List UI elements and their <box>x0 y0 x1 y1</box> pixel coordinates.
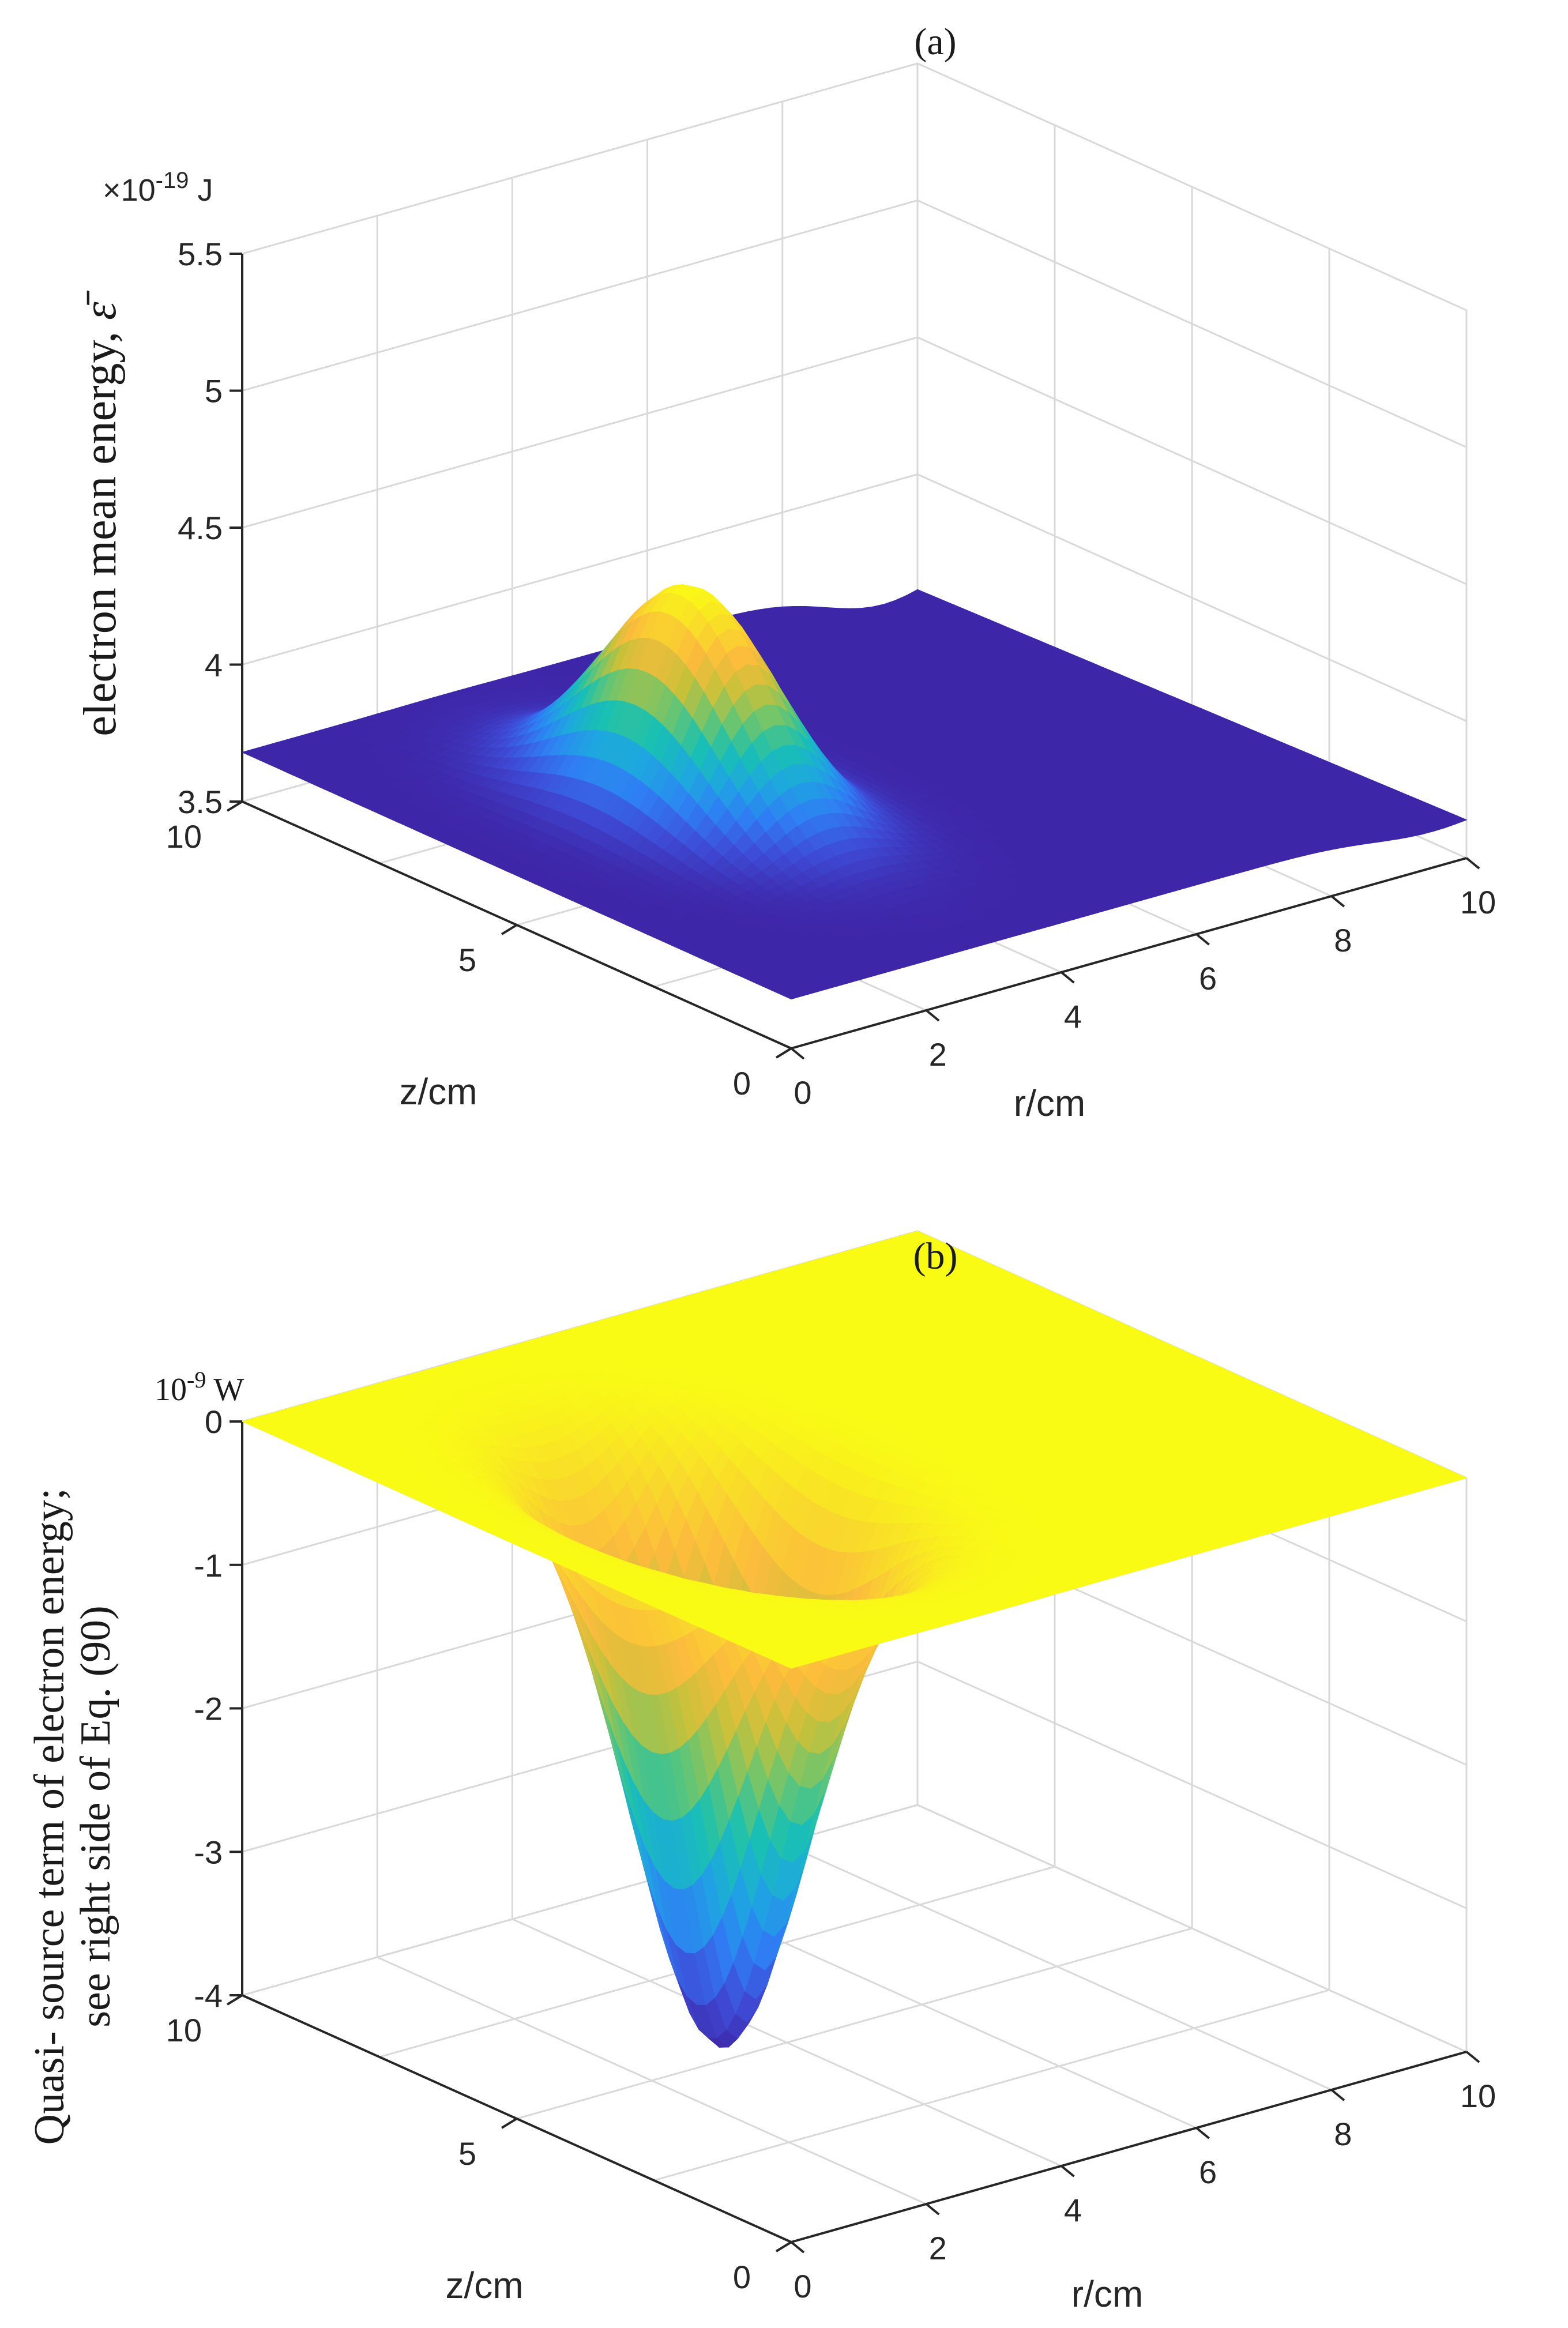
z-tick-label: 0 <box>733 1065 751 1101</box>
y-axis-label-a: z/cm <box>399 1071 477 1112</box>
z-multiplier-exp-a: -19 <box>156 168 189 193</box>
z-tick-label: 5 <box>458 942 476 978</box>
grid-line-value <box>242 1804 1467 2053</box>
floor-grid-z <box>653 1989 1330 2182</box>
z-multiplier-base-a: ×10 <box>103 173 156 208</box>
r-axis-line <box>791 2051 1467 2243</box>
surface-plot-a: 3.5 4 4.5 5 5.5 0 5 10 0 2 4 6 8 10 (a) ×10-19 J elec… <box>75 21 1496 1124</box>
r-tick <box>1195 933 1210 946</box>
value-tick-label: 5 <box>205 373 223 409</box>
r-tick <box>1465 857 1480 870</box>
grid-line-value <box>242 62 1467 311</box>
z-unit-a: J <box>189 173 213 208</box>
z-tick-label: 10 <box>166 818 202 855</box>
value-tick-label: 5.5 <box>178 236 223 272</box>
z-axis-label-main-a: electron mean energy, <box>75 332 126 736</box>
z-tick <box>501 924 518 935</box>
grid-line-value <box>242 336 1467 585</box>
r-tick-label: 0 <box>794 1074 811 1111</box>
r-tick-label: 2 <box>929 1036 947 1073</box>
grid-line-value <box>242 199 1467 448</box>
r-tick-label: 6 <box>1199 960 1217 996</box>
surface-mesh-a <box>241 584 1468 1000</box>
r-tick <box>1061 971 1075 984</box>
r-tick-label: 10 <box>1460 884 1496 920</box>
r-tick <box>925 1009 940 1022</box>
z-axis-symbol-a: ε̄ <box>75 290 126 320</box>
z-tick <box>775 1047 792 1059</box>
r-tick <box>790 1047 805 1060</box>
value-tick-label: 4 <box>205 647 223 683</box>
r-axis-line <box>791 857 1467 1050</box>
value-tick-label: 3.5 <box>178 784 223 820</box>
r-tick <box>1330 895 1345 908</box>
floor-grid-z <box>516 1927 1193 2120</box>
z-axis-label-a: electron mean energy, ε̄ <box>75 290 126 736</box>
r-tick-label: 8 <box>1334 922 1352 958</box>
z-tick <box>226 800 243 812</box>
panel-label-a: (a) <box>914 21 956 63</box>
x-axis-label-a: r/cm <box>1014 1082 1085 1124</box>
surface-mesh-b <box>241 1231 1468 2048</box>
r-tick-label: 4 <box>1064 998 1082 1035</box>
value-tick-label: 4.5 <box>178 510 223 546</box>
grid-line-value <box>242 473 1467 722</box>
z-multiplier-a: ×10-19 J <box>103 168 213 208</box>
floor-grid-z <box>242 1804 918 1996</box>
